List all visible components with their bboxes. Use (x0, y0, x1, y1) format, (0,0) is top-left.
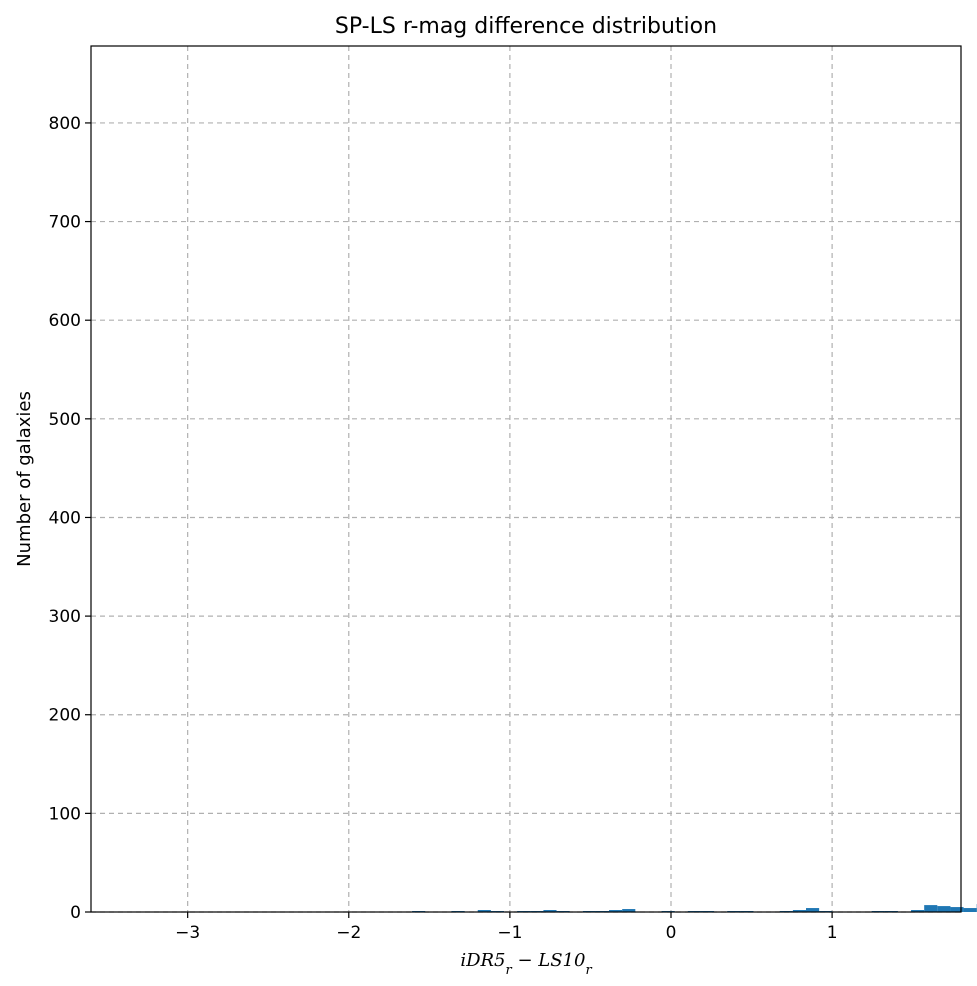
y-tick-label-4: 400 (49, 508, 81, 528)
y-tick-label-2: 200 (49, 706, 81, 726)
bar-51 (792, 910, 807, 912)
bar-63 (950, 907, 964, 912)
x-axis-label: iDR5r − LS10r (460, 950, 592, 978)
x-tick-label-4: 1 (827, 923, 838, 943)
x-axis-label-b: LS10 (537, 950, 585, 971)
x-tick-label-2: −1 (497, 923, 522, 943)
x-axis-label-b-sub: r (585, 963, 592, 978)
bar-37 (609, 910, 623, 912)
bar-64 (963, 908, 977, 912)
x-axis-label-a-sub: r (506, 963, 513, 978)
y-axis-label: Number of galaxies (14, 391, 35, 567)
x-tick-label-1: −2 (336, 923, 361, 943)
x-tick-label-0: −3 (175, 923, 200, 943)
bar-62 (937, 906, 951, 912)
bar-27 (477, 910, 491, 912)
y-tick-label-5: 500 (49, 410, 81, 430)
x-axis-label-a: iDR5 (460, 950, 505, 971)
plot-frame (90, 45, 962, 913)
chart-title: SP-LS r-mag difference distribution (335, 14, 717, 39)
y-tick-label-0: 0 (70, 903, 81, 923)
bar-32 (543, 910, 557, 912)
bar-52 (806, 908, 820, 912)
y-tick-label-1: 100 (49, 804, 81, 824)
bar-61 (924, 905, 938, 912)
bar-38 (622, 909, 636, 912)
y-tick-label-3: 300 (49, 607, 81, 627)
bar-60 (911, 910, 925, 912)
y-tick-label-6: 600 (49, 311, 81, 331)
x-axis-label-op: − (512, 950, 539, 971)
x-tick-label-3: 0 (666, 923, 677, 943)
ticks: −3 −2 −1 0 1 0 100 200 300 400 500 600 700 800 (49, 114, 838, 943)
y-tick-label-8: 800 (49, 114, 81, 134)
y-tick-label-7: 700 (49, 213, 81, 233)
